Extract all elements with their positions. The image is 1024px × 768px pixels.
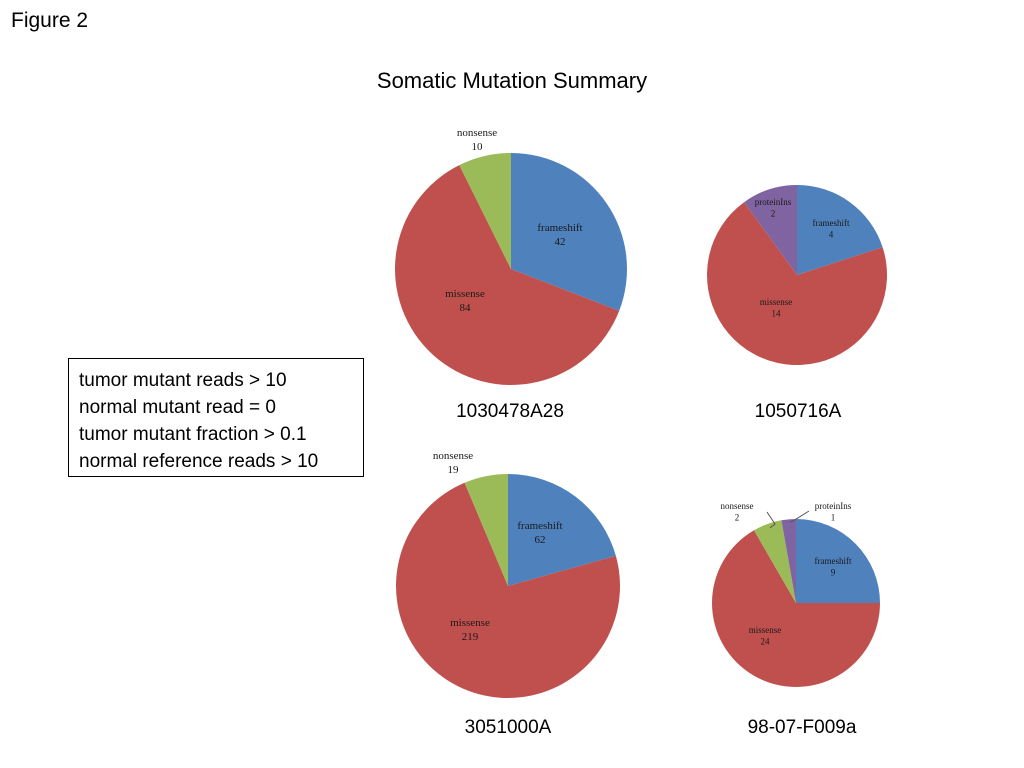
- criteria-line: normal reference reads > 10: [79, 451, 319, 472]
- pie-slice-frameshift: [797, 185, 883, 275]
- pie-slice-missense: [395, 165, 620, 385]
- criteria-box: tumor mutant reads > 10 normal mutant re…: [68, 358, 364, 477]
- slice-label-frameshift: frameshift 4: [813, 218, 850, 239]
- criteria-line: tumor mutant fraction > 0.1: [79, 424, 307, 445]
- slice-label-nonsense: nonsense 2: [721, 501, 754, 522]
- leader-line-nonsense: [766, 511, 776, 529]
- slice-label-frameshift: frameshift 62: [517, 520, 562, 546]
- pie-slice-frameshift: [796, 519, 880, 603]
- sample-label-2: 1050716A: [754, 401, 842, 422]
- slice-label-missense: missense 24: [749, 625, 782, 646]
- pie-chart-98-07-F009a: frameshift 9 missense 24 nonsense 2 proteinIns…: [711, 501, 880, 687]
- pie-slice-missense: [711, 530, 880, 687]
- slice-label-proteinIns: proteinIns 1: [815, 501, 852, 522]
- pie-slice-frameshift: [508, 474, 616, 586]
- criteria-line: normal mutant read = 0: [79, 397, 276, 418]
- criteria-line: tumor mutant reads > 10: [79, 370, 287, 391]
- slice-label-missense: missense 219: [450, 617, 490, 643]
- sample-label-3: 3051000A: [464, 717, 552, 738]
- pie-chart-1050716A: frameshift 4 missense 14 proteinIns 2: [707, 185, 888, 365]
- figure-label: Figure 2: [11, 9, 89, 32]
- pie-chart-1030478A28: frameshift 42 missense 84 nonsense 10: [395, 127, 628, 385]
- pie-slice-frameshift: [511, 153, 628, 311]
- pie-slice-nonsense: [754, 520, 796, 603]
- pie-slice-proteinIns: [781, 519, 796, 603]
- chart-title: Somatic Mutation Summary: [376, 68, 648, 93]
- slice-label-frameshift: frameshift 9: [815, 556, 852, 577]
- pie-chart-3051000A: frameshift 62 missense 219 nonsense 19: [395, 450, 620, 699]
- slice-label-frameshift: frameshift 42: [537, 222, 582, 248]
- slice-label-nonsense: nonsense 19: [433, 450, 473, 476]
- sample-label-1: 1030478A28: [456, 401, 564, 422]
- pie-slice-nonsense: [459, 153, 511, 269]
- slice-label-nonsense: nonsense 10: [457, 127, 497, 153]
- pie-slice-nonsense: [464, 474, 508, 586]
- slice-label-proteinIns: proteinIns 2: [755, 197, 792, 218]
- pie-slice-missense: [707, 202, 888, 365]
- sample-label-4: 98-07-F009a: [747, 717, 857, 738]
- leader-line-proteinIns: [789, 510, 810, 523]
- slice-label-missense: missense 84: [445, 288, 485, 314]
- pie-slice-missense: [395, 482, 620, 699]
- slice-label-missense: missense 14: [760, 297, 793, 318]
- pie-slice-proteinIns: [744, 185, 797, 275]
